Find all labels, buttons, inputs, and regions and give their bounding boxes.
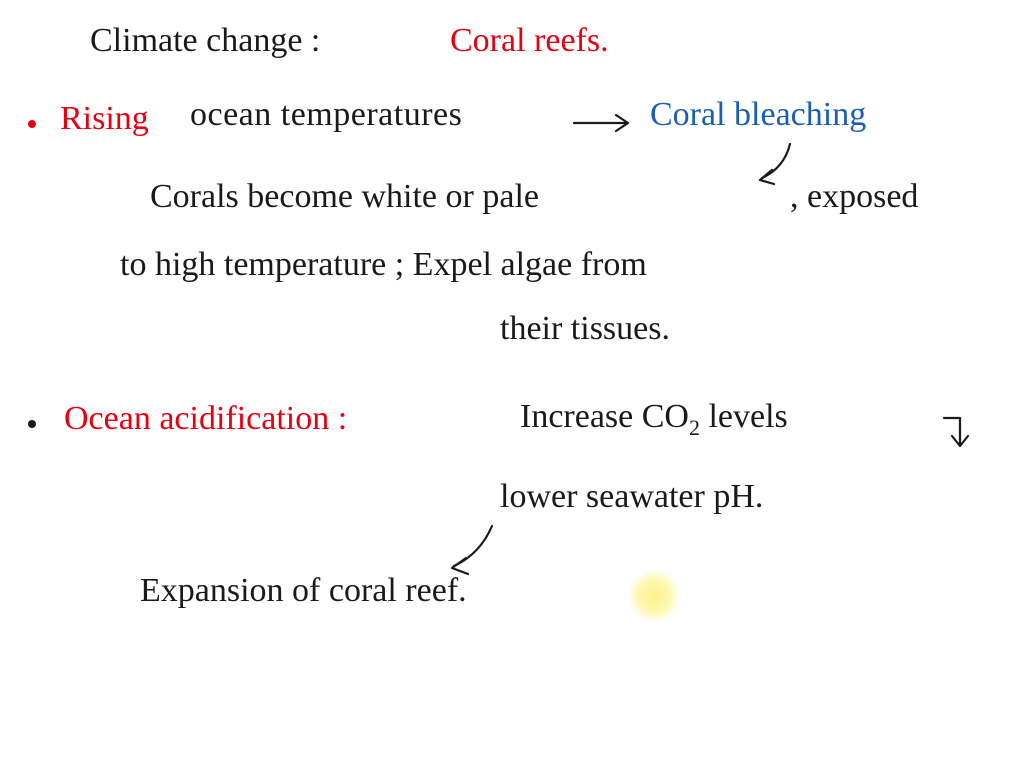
- bullet2-line1a-text: Increase CO: [520, 398, 689, 435]
- title-part1: Climate change :: [90, 22, 320, 59]
- bullet1-explain-1b: , exposed: [790, 178, 918, 215]
- bullet1-coral-bleaching: Coral bleaching: [650, 96, 866, 133]
- bullet2-line1a: Increase CO2 levels: [520, 398, 788, 440]
- title-part2: Coral reefs.: [450, 22, 609, 59]
- bullet1-explain-3: their tissues.: [500, 310, 670, 347]
- highlight-cursor: [628, 570, 680, 622]
- bullet1-explain-2: to high temperature ; Expel algae from: [120, 246, 647, 283]
- co2-subscript: 2: [689, 415, 700, 440]
- bullet1-ocean-temp: ocean temperatures: [190, 96, 462, 133]
- note-canvas: Climate change : Coral reefs. Rising oce…: [0, 0, 1024, 768]
- arrow-hook-down-icon: [938, 414, 972, 458]
- bullet-2-dot: [28, 420, 36, 428]
- bullet2-line1b-text: levels: [700, 398, 788, 435]
- bullet1-explain-1a: Corals become white or pale: [150, 178, 539, 215]
- arrow-right-icon: [570, 110, 640, 136]
- bullet2-ocean-acid: Ocean acidification :: [64, 400, 347, 437]
- bullet2-line2: lower seawater pH.: [500, 478, 763, 515]
- bullet1-rising: Rising: [60, 100, 149, 137]
- bullet-1-dot: [28, 120, 36, 128]
- arrow-down-left-2-icon: [440, 520, 510, 580]
- bullet2-line3: Expansion of coral reef.: [140, 572, 467, 609]
